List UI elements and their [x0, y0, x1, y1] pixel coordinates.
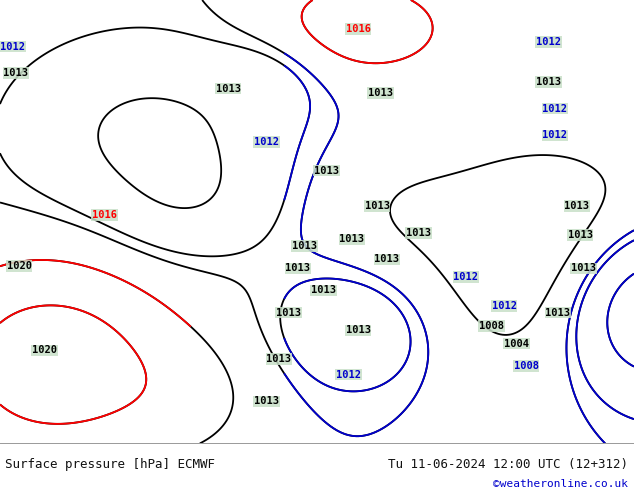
Text: 1013: 1013 [406, 228, 431, 238]
Text: 1012: 1012 [453, 272, 479, 282]
Text: 1004: 1004 [504, 339, 529, 349]
Text: 1016: 1016 [346, 24, 371, 34]
Text: 1020: 1020 [6, 261, 32, 271]
Text: 1008: 1008 [514, 361, 539, 371]
Text: 1013: 1013 [311, 286, 336, 295]
Text: 1013: 1013 [339, 234, 365, 245]
Text: 1013: 1013 [567, 230, 593, 240]
Text: 1012: 1012 [536, 37, 561, 47]
Text: 1012: 1012 [0, 42, 25, 51]
Text: 1012: 1012 [254, 137, 279, 147]
Text: 1013: 1013 [266, 354, 292, 364]
Text: 1013: 1013 [254, 396, 279, 406]
Text: 1013: 1013 [314, 166, 339, 176]
Text: 1013: 1013 [346, 325, 371, 335]
Text: 1013: 1013 [564, 201, 590, 211]
Text: 1013: 1013 [216, 84, 241, 94]
Text: Surface pressure [hPa] ECMWF: Surface pressure [hPa] ECMWF [5, 458, 215, 471]
Text: 1008: 1008 [479, 321, 504, 331]
Text: 1013: 1013 [374, 254, 399, 265]
Text: 1012: 1012 [336, 370, 361, 380]
Text: 1012: 1012 [542, 130, 567, 140]
Text: 1013: 1013 [571, 263, 596, 273]
Text: 1012: 1012 [491, 301, 517, 311]
Text: 1013: 1013 [545, 308, 571, 318]
Text: 1013: 1013 [536, 77, 561, 87]
Text: 1013: 1013 [285, 263, 311, 273]
Text: 1013: 1013 [276, 308, 301, 318]
Text: 1013: 1013 [365, 201, 390, 211]
Text: 1013: 1013 [368, 88, 393, 98]
Text: 1012: 1012 [542, 104, 567, 114]
Text: 1020: 1020 [32, 345, 57, 355]
Text: 1016: 1016 [92, 210, 117, 220]
Text: 1013: 1013 [292, 241, 317, 251]
Text: 1013: 1013 [3, 68, 29, 78]
Text: Tu 11-06-2024 12:00 UTC (12+312): Tu 11-06-2024 12:00 UTC (12+312) [387, 458, 628, 471]
Text: ©weatheronline.co.uk: ©weatheronline.co.uk [493, 479, 628, 489]
